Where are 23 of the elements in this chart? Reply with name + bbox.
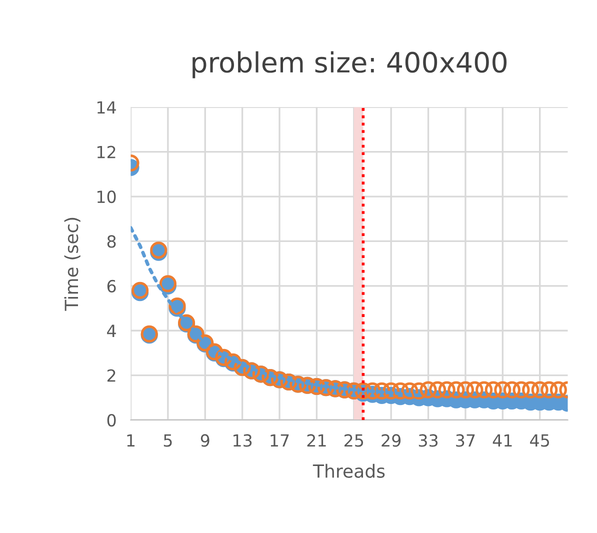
x-tick-label: 21: [307, 434, 326, 447]
y-tick-label: 4: [107, 324, 116, 337]
x-tick-label: 5: [164, 434, 172, 447]
x-tick-label: 45: [530, 434, 549, 447]
x-tick-label: 37: [456, 434, 475, 447]
chart-title: problem size: 400x400: [192, 51, 507, 78]
x-axis-title: Threads: [312, 464, 385, 478]
x-tick-label: 1: [127, 434, 135, 447]
x-tick-label: 17: [270, 434, 289, 447]
x-tick-label: 29: [382, 434, 401, 447]
x-tick-label: 25: [344, 434, 364, 447]
y-tick-label: 10: [97, 190, 116, 204]
y-tick-label: 6: [107, 280, 116, 292]
y-tick-label: 2: [107, 369, 116, 382]
y-axis-title: Time (sec): [64, 218, 80, 311]
y-tick-label: 8: [107, 235, 116, 248]
x-tick-label: 41: [492, 434, 512, 447]
y-tick-label: 0: [107, 414, 116, 427]
x-tick-label: 13: [234, 434, 252, 447]
y-tick-label: 14: [97, 101, 116, 114]
y-tick-label: 12: [97, 146, 116, 158]
x-tick-label: 9: [200, 434, 210, 447]
x-tick-label: 33: [418, 434, 438, 447]
